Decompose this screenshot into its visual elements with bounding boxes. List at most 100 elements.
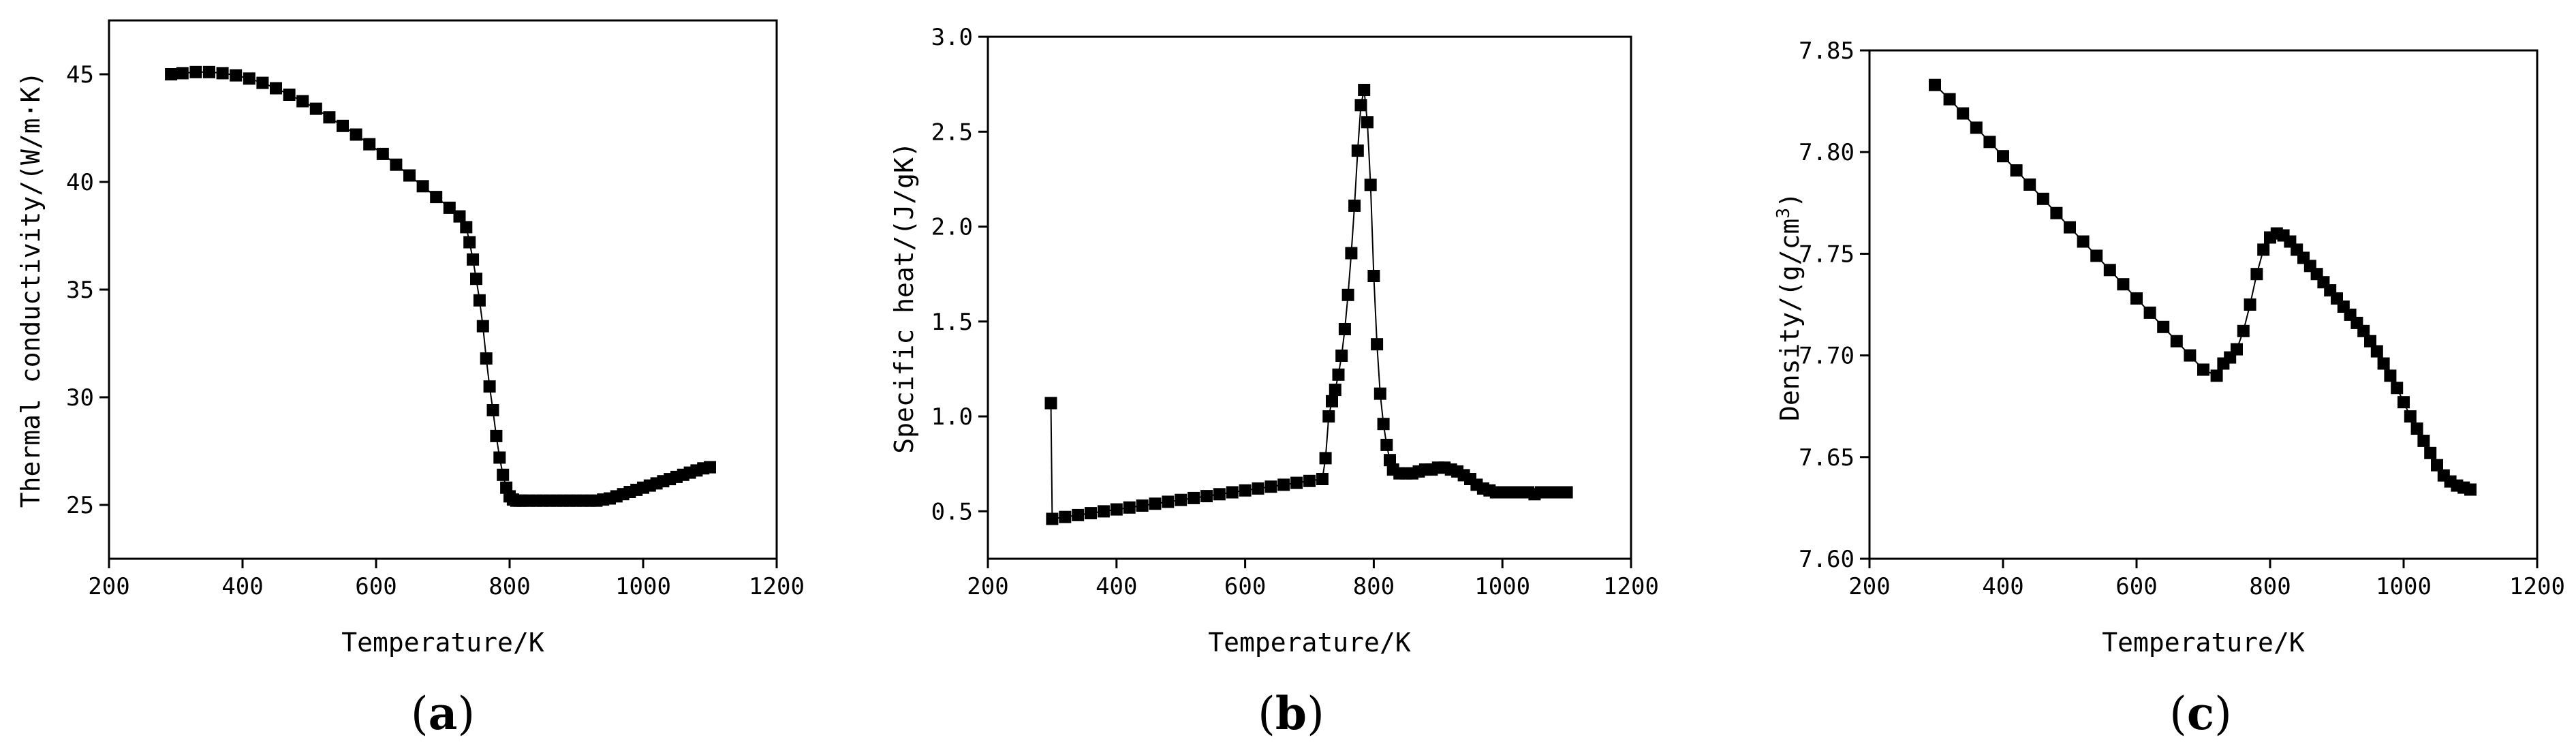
x-tick-label: 1000 (615, 573, 671, 600)
data-point (2417, 434, 2430, 447)
y-tick-label: 1.0 (931, 403, 973, 431)
data-point (1943, 93, 1956, 106)
data-point (2077, 235, 2090, 248)
x-tick-label: 200 (1848, 573, 1890, 600)
data-point (2184, 349, 2197, 362)
data-point (203, 65, 215, 78)
data-point (1072, 508, 1085, 521)
data-point (243, 72, 255, 85)
data-point (416, 180, 429, 193)
y-tick-label: 2.5 (931, 119, 973, 146)
y-tick-marks (99, 73, 109, 506)
y-tick-label: 7.60 (1799, 546, 1855, 573)
data-point (1123, 501, 1136, 514)
data-point (1059, 510, 1072, 523)
data-point (1322, 410, 1335, 423)
data-point (1983, 136, 1996, 149)
y-tick-label: 40 (66, 169, 94, 196)
data-point (283, 89, 296, 101)
data-point (363, 138, 376, 151)
data-point (2431, 459, 2443, 472)
data-point (2377, 357, 2390, 370)
x-axis-label: Temperature/K (1208, 628, 1411, 658)
y-tick-labels: 0.5 1.0 1.5 2.0 2.5 3.0 (931, 24, 973, 525)
data-point (473, 294, 486, 307)
x-tick-label: 1000 (2376, 573, 2432, 600)
data-point (1326, 395, 1338, 407)
data-point (1384, 454, 1396, 467)
data-point (2357, 324, 2370, 337)
x-tick-marks (1868, 559, 2539, 568)
x-tick-labels: 200 400 600 800 1000 1200 (967, 573, 1659, 600)
data-point (1046, 512, 1059, 525)
data-point (1329, 384, 1341, 397)
y-tick-label: 7.85 (1799, 37, 1855, 65)
data-point (1188, 491, 1200, 504)
data-point (1354, 99, 1367, 112)
chart-panel-b: 200 400 600 800 1000 1200 0.51.01.52.02.53.0 … (889, 24, 1659, 740)
data-point (2384, 369, 2397, 382)
y-axis-label: Density/(g/cm3) (1773, 192, 1805, 421)
data-point (2231, 343, 2243, 356)
data-point (483, 380, 496, 393)
series-markers (1044, 84, 1573, 525)
data-point (2397, 396, 2410, 409)
data-point (1149, 497, 1162, 510)
x-tick-label: 1200 (1603, 573, 1659, 600)
data-point (1970, 121, 1983, 134)
y-tick-label: 3.0 (931, 24, 973, 51)
chart-panel-c: 200 400 600 800 1000 1200 7.60 7.65 7.70 7.75 7.8… (1773, 37, 2565, 740)
x-axis-label: Temperature/K (341, 628, 544, 658)
data-point (1097, 505, 1110, 518)
data-point (430, 191, 443, 204)
data-point (189, 65, 202, 78)
data-point (1374, 387, 1386, 400)
x-tick-marks (987, 559, 1632, 568)
data-point (2424, 446, 2437, 459)
data-point (704, 461, 716, 474)
y-tick-label: 25 (66, 492, 94, 519)
data-point (2130, 292, 2143, 305)
x-tick-label: 200 (967, 573, 1008, 600)
x-tick-labels: 200 400 600 800 1000 1200 (88, 573, 805, 600)
data-point (1341, 288, 1354, 301)
x-tick-label: 600 (1224, 573, 1266, 600)
data-point (1277, 478, 1290, 491)
data-point (490, 429, 503, 442)
x-tick-label: 200 (88, 573, 129, 600)
data-point (2237, 324, 2250, 337)
data-point (486, 404, 499, 416)
data-point (1303, 474, 1316, 487)
x-tick-labels: 200 400 600 800 1000 1200 (1848, 573, 2565, 600)
x-tick-label: 1200 (749, 573, 805, 600)
y-tick-label: 7.70 (1799, 343, 1855, 370)
data-point (2197, 363, 2209, 376)
data-point (2370, 345, 2383, 358)
data-point (1200, 490, 1213, 503)
data-point (467, 253, 480, 266)
y-tick-label: 7.80 (1799, 139, 1855, 166)
y-tick-label: 7.75 (1799, 241, 1855, 268)
data-point (403, 169, 416, 182)
data-point (376, 147, 389, 160)
data-point (493, 451, 506, 464)
x-tick-label: 600 (355, 573, 397, 600)
data-point (1162, 495, 1175, 508)
x-tick-label: 600 (2115, 573, 2157, 600)
y-tick-label: 7.65 (1799, 444, 1855, 472)
data-point (2157, 320, 2170, 333)
data-point (323, 111, 336, 124)
x-axis-label: Temperature/K (2102, 628, 2305, 658)
y-tick-label: 30 (66, 384, 94, 412)
y-tick-label: 2.0 (931, 214, 973, 241)
y-tick-label: 0.5 (931, 498, 973, 525)
data-point (230, 69, 243, 82)
data-point (1560, 486, 1573, 499)
data-point (216, 67, 229, 80)
data-point (350, 128, 362, 141)
data-point (337, 119, 349, 132)
data-point (2117, 278, 2130, 291)
data-point (2050, 206, 2063, 219)
